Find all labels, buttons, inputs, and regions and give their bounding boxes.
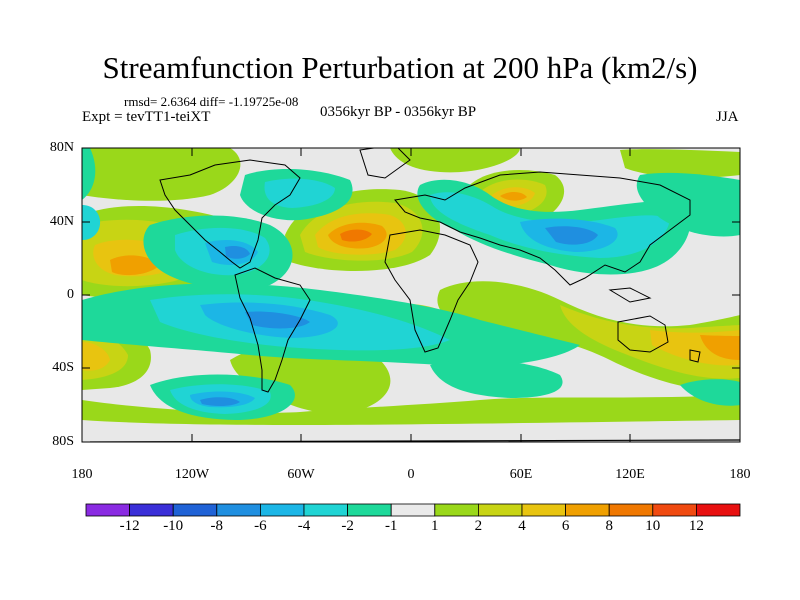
colorbar-label: -2 xyxy=(341,518,354,534)
colorbar-label: 6 xyxy=(561,518,570,534)
colorbar-swatch xyxy=(347,503,392,517)
colorbar-swatch xyxy=(259,503,305,517)
map-title: Streamfunction Perturbation at 200 hPa (… xyxy=(102,50,698,85)
colorbar-swatch xyxy=(608,503,654,517)
colorbar-swatch xyxy=(696,503,741,517)
colorbar-swatch xyxy=(216,503,261,517)
colorbar-swatch xyxy=(85,503,130,517)
lon-label-120e: 120E xyxy=(615,467,645,482)
colorbar-label: -4 xyxy=(297,518,311,534)
colorbar-label: 1 xyxy=(431,518,439,534)
lat-label-80n: 80N xyxy=(49,140,74,155)
colorbar-label: -8 xyxy=(210,518,224,534)
colorbar xyxy=(85,503,741,517)
colorbar-label: 2 xyxy=(474,518,483,534)
colorbar-swatch xyxy=(477,503,523,517)
lon-label-60w: 60W xyxy=(287,467,315,482)
stats-label: rmsd= 2.6364 diff= -1.19725e-08 xyxy=(124,94,299,109)
season-label: JJA xyxy=(716,109,739,125)
lon-label-120w: 120W xyxy=(174,467,210,482)
colorbar-label: 12 xyxy=(688,518,704,534)
colorbar-label: -12 xyxy=(119,518,140,534)
colorbar-label: -1 xyxy=(384,518,398,534)
lat-label-40n: 40N xyxy=(49,214,74,229)
colorbar-swatch xyxy=(434,503,479,517)
colorbar-swatch xyxy=(303,503,348,517)
experiment-label: Expt = tevTT1-teiXT xyxy=(82,109,211,125)
colorbar-swatch xyxy=(129,503,174,517)
colorbar-swatch xyxy=(521,503,566,517)
contour-field xyxy=(82,148,740,442)
colorbar-label: 10 xyxy=(645,518,661,534)
lon-label-180e: 180 xyxy=(729,467,751,482)
lon-label-180w: 180 xyxy=(71,467,93,482)
lon-label-0: 0 xyxy=(407,467,415,482)
lon-label-60e: 60E xyxy=(509,467,533,482)
coastlines xyxy=(89,148,740,442)
lat-label-40s: 40S xyxy=(52,360,74,375)
period-label: 0356kyr BP - 0356kyr BP xyxy=(320,104,477,120)
colorbar-label: -6 xyxy=(254,518,267,534)
colorbar-swatch xyxy=(172,503,218,517)
colorbar-label: -10 xyxy=(163,518,184,534)
colorbar-label: 8 xyxy=(605,518,613,534)
lat-label-80s: 80S xyxy=(52,434,74,449)
colorbar-swatch xyxy=(565,503,610,517)
colorbar-swatch xyxy=(652,503,697,517)
colorbar-label: 4 xyxy=(518,518,526,534)
axis-ticks xyxy=(81,147,741,443)
lat-label-eq: 0 xyxy=(67,287,74,302)
colorbar-swatch xyxy=(390,503,436,517)
